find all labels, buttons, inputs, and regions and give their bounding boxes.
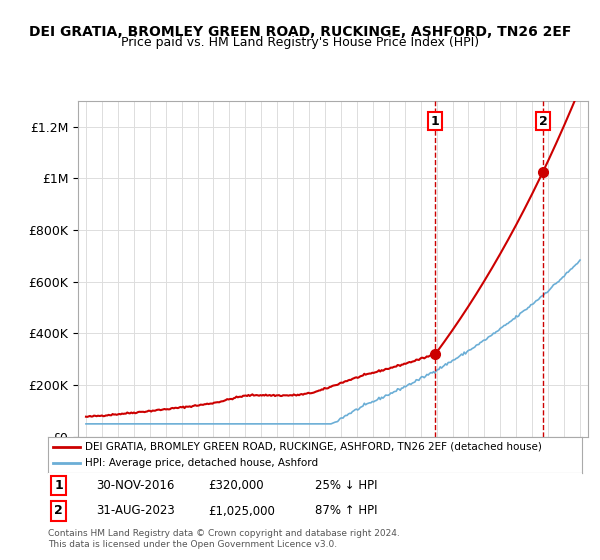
Text: 2: 2 <box>539 115 547 128</box>
Text: DEI GRATIA, BROMLEY GREEN ROAD, RUCKINGE, ASHFORD, TN26 2EF (detached house): DEI GRATIA, BROMLEY GREEN ROAD, RUCKINGE… <box>85 442 542 452</box>
Text: 30-NOV-2016: 30-NOV-2016 <box>96 479 175 492</box>
Text: £1,025,000: £1,025,000 <box>208 505 275 517</box>
Text: 2: 2 <box>55 505 63 517</box>
Text: 87% ↑ HPI: 87% ↑ HPI <box>315 505 377 517</box>
Text: 31-AUG-2023: 31-AUG-2023 <box>96 505 175 517</box>
Text: 25% ↓ HPI: 25% ↓ HPI <box>315 479 377 492</box>
Text: HPI: Average price, detached house, Ashford: HPI: Average price, detached house, Ashf… <box>85 458 319 468</box>
Text: Price paid vs. HM Land Registry's House Price Index (HPI): Price paid vs. HM Land Registry's House … <box>121 36 479 49</box>
Text: £320,000: £320,000 <box>208 479 264 492</box>
Text: 1: 1 <box>55 479 63 492</box>
Text: Contains HM Land Registry data © Crown copyright and database right 2024.
This d: Contains HM Land Registry data © Crown c… <box>48 529 400 549</box>
Text: 1: 1 <box>431 115 440 128</box>
Text: DEI GRATIA, BROMLEY GREEN ROAD, RUCKINGE, ASHFORD, TN26 2EF: DEI GRATIA, BROMLEY GREEN ROAD, RUCKINGE… <box>29 25 571 39</box>
